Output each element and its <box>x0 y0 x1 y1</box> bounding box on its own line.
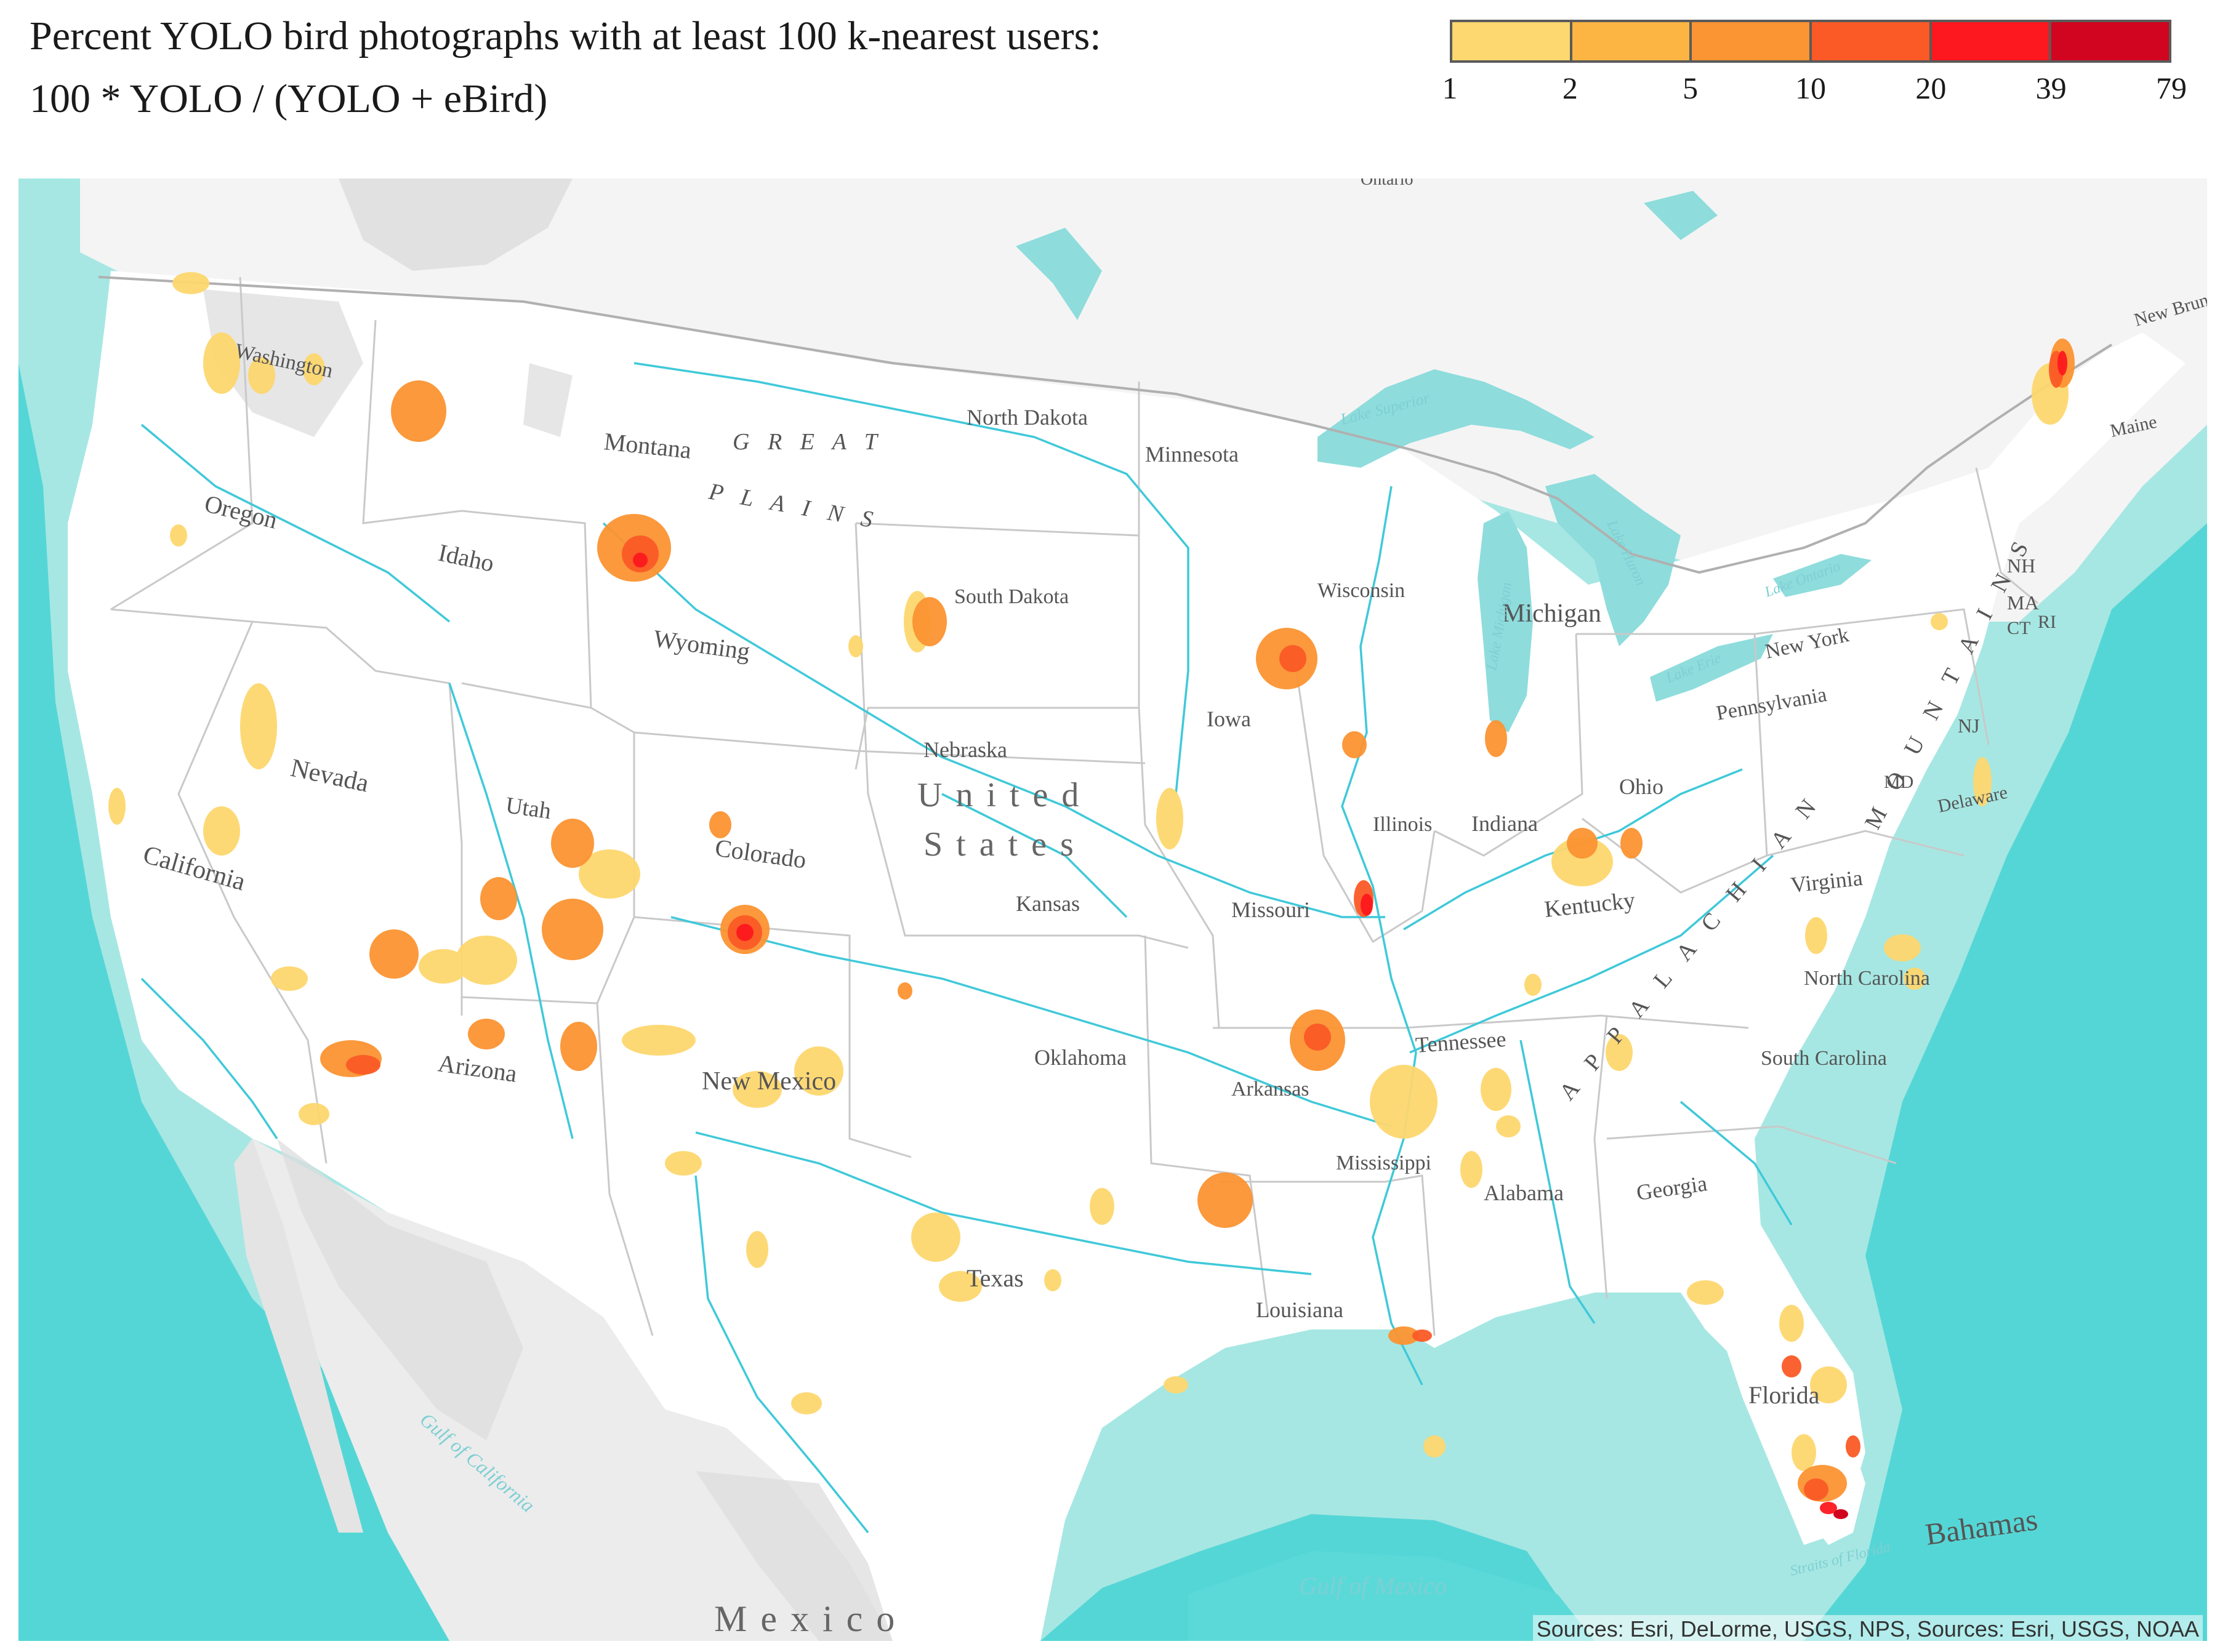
state-label: South Dakota <box>954 585 1069 608</box>
us-map[interactable]: Washington Oregon Idaho Montana North Da… <box>18 178 2207 1641</box>
lake-ontario <box>1773 554 1872 597</box>
state-label: Indiana <box>1471 811 1538 836</box>
state-label: MA <box>2007 591 2039 614</box>
rivers <box>140 362 1793 1534</box>
state-label: Florida <box>1748 1381 1820 1409</box>
state-label: North Dakota <box>967 405 1088 430</box>
lake-michigan <box>1478 511 1533 732</box>
legend-swatch <box>1812 22 1932 60</box>
lake-nipigon <box>1644 191 1718 240</box>
canada-terrain <box>339 178 573 271</box>
state-label: Iowa <box>1207 707 1251 731</box>
state-label: RI <box>2038 612 2056 632</box>
state-label: Nebraska <box>923 737 1007 762</box>
legend-swatch <box>1931 22 2052 60</box>
legend-color-bar <box>1450 20 2171 63</box>
state-label: Texas <box>967 1264 1024 1292</box>
color-legend: 1 2 5 10 20 39 79 <box>1442 20 2187 130</box>
region-labels: United States Mexico Bahamas Ontario <box>714 178 2040 1639</box>
state-label: Minnesota <box>1145 442 1239 467</box>
baja-peninsula <box>234 1139 363 1533</box>
state-label: Kansas <box>1016 891 1080 916</box>
state-label: NH <box>2007 555 2035 577</box>
gulf-label: Gulf of Mexico <box>1299 1572 1447 1600</box>
state-label: South Carolina <box>1761 1047 1887 1070</box>
hudson-bay-region-lake <box>1016 228 1102 320</box>
map-attribution: Sources: Esri, DeLorme, USGS, NPS, Sourc… <box>1532 1615 2203 1643</box>
legend-tick: 79 <box>2156 71 2187 105</box>
title-line-1: Percent YOLO bird photographs with at le… <box>30 14 1101 58</box>
state-label: Utah <box>504 792 553 824</box>
state-label: Missouri <box>1231 897 1310 922</box>
state-label: Ohio <box>1619 774 1663 799</box>
legend-swatch <box>2051 22 2170 60</box>
state-label: Mississippi <box>1336 1152 1431 1174</box>
us-land <box>68 271 2186 1641</box>
state-label: Arkansas <box>1231 1078 1309 1101</box>
state-label: Alabama <box>1484 1181 1564 1205</box>
us-canada-border <box>98 276 2113 574</box>
country-label-united: United <box>917 776 1092 814</box>
legend-tick: 1 <box>1442 71 1458 105</box>
state-label: MD <box>1884 772 1913 792</box>
legend-tick: 2 <box>1562 71 1578 105</box>
yolo-hotspots <box>108 272 2075 1519</box>
country-label-states: States <box>923 825 1087 864</box>
state-label: North Carolina <box>1804 967 1930 990</box>
country-label-mexico: Mexico <box>714 1598 908 1639</box>
state-label: Michigan <box>1502 599 1601 628</box>
state-label: Wisconsin <box>1317 579 1405 602</box>
legend-ticks: 1 2 5 10 20 39 79 <box>1442 70 2187 119</box>
legend-swatch <box>1692 22 1812 60</box>
lake-huron <box>1545 474 1681 646</box>
gulf-deep-water <box>1188 1551 1595 1641</box>
state-label: Louisiana <box>1256 1297 1343 1322</box>
legend-tick: 10 <box>1795 71 1826 105</box>
great-label: G R E A T <box>733 429 883 455</box>
map-title: Percent YOLO bird photographs with at le… <box>30 5 1101 130</box>
legend-tick: 5 <box>1683 71 1699 105</box>
state-label: Oklahoma <box>1034 1045 1127 1070</box>
map-panel[interactable]: Washington Oregon Idaho Montana North Da… <box>18 178 2207 1641</box>
legend-tick: 39 <box>2035 71 2067 105</box>
state-label: New Mexico <box>702 1067 836 1096</box>
lake-erie <box>1650 634 1773 702</box>
state-label: CT <box>2007 618 2030 638</box>
legend-swatch <box>1572 22 1692 60</box>
title-line-2: 100 * YOLO / (YOLO + eBird) <box>30 76 548 121</box>
legend-tick: 20 <box>1915 71 1947 105</box>
ontario-label: Ontario <box>1361 178 1414 189</box>
state-label: NJ <box>1958 715 1980 737</box>
state-label: Illinois <box>1373 813 1432 836</box>
legend-swatch <box>1452 22 1572 60</box>
